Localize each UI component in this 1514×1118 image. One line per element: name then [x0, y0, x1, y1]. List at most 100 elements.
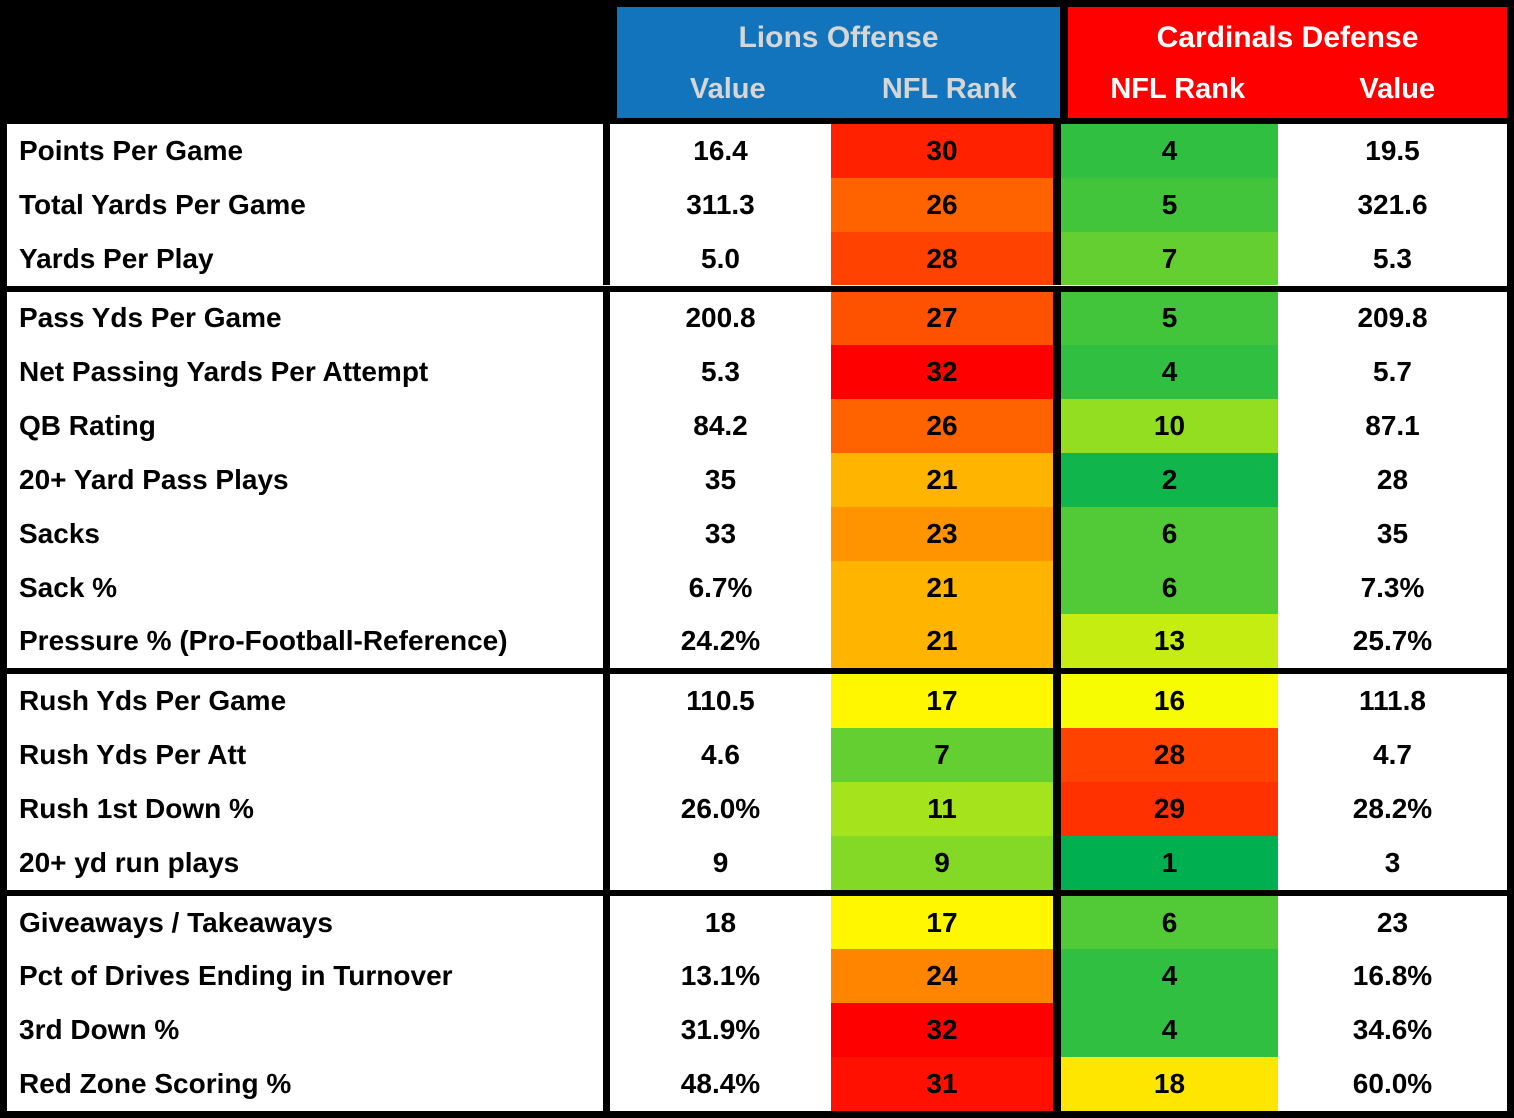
defense-value-cell: 7.3% [1278, 560, 1507, 615]
stat-group: Pass Yds Per Game 200.8 27 5 209.8 Net P… [7, 285, 1507, 669]
stat-group: Rush Yds Per Game 110.5 17 16 111.8 Rush… [7, 668, 1507, 890]
offense-subheader-rank: NFL Rank [881, 73, 1017, 105]
offense-rank-cell: 26 [831, 177, 1053, 232]
defense-value-cell: 3 [1278, 835, 1507, 890]
defense-value-cell: 35 [1278, 506, 1507, 561]
defense-value-cell: 111.8 [1278, 674, 1507, 729]
stat-label: 3rd Down % [7, 1003, 610, 1058]
row-divider [1053, 1003, 1061, 1058]
offense-rank-cell: 11 [831, 781, 1053, 836]
row-divider [1053, 674, 1061, 729]
stat-label: Points Per Game [7, 124, 610, 178]
stat-label: 20+ Yard Pass Plays [7, 452, 610, 507]
defense-value-cell: 25.7% [1278, 614, 1507, 669]
row-divider [1053, 399, 1061, 453]
stat-label: Pressure % (Pro-Football-Reference) [7, 614, 610, 669]
row-divider [1053, 614, 1061, 669]
defense-title: Cardinals Defense [1156, 21, 1419, 54]
offense-value-cell: 84.2 [610, 399, 831, 453]
row-divider [1053, 506, 1061, 561]
column-divider [1060, 7, 1068, 118]
defense-value-cell: 87.1 [1278, 399, 1507, 453]
table-row: Rush Yds Per Game 110.5 17 16 111.8 [7, 674, 1507, 729]
stat-label: Net Passing Yards Per Attempt [7, 345, 610, 400]
row-divider [1053, 231, 1061, 286]
defense-value-cell: 4.7 [1278, 728, 1507, 782]
table-row: Yards Per Play 5.0 28 7 5.3 [7, 231, 1507, 286]
stat-label: Rush Yds Per Att [7, 728, 610, 782]
table-row: Red Zone Scoring % 48.4% 31 18 60.0% [7, 1057, 1507, 1111]
row-divider [1053, 835, 1061, 890]
table-row: Giveaways / Takeaways 18 17 6 23 [7, 895, 1507, 950]
defense-rank-cell: 4 [1061, 1003, 1278, 1058]
offense-rank-cell: 27 [831, 291, 1053, 346]
row-divider [1053, 728, 1061, 782]
row-divider [1053, 781, 1061, 836]
defense-rank-cell: 29 [1061, 781, 1278, 836]
defense-rank-cell: 13 [1061, 614, 1278, 669]
offense-header: Lions Offense Value NFL Rank [617, 7, 1060, 118]
offense-value-cell: 16.4 [610, 124, 831, 178]
defense-rank-cell: 10 [1061, 399, 1278, 453]
offense-rank-cell: 7 [831, 728, 1053, 782]
defense-value-cell: 5.3 [1278, 231, 1507, 286]
defense-value-cell: 28.2% [1278, 781, 1507, 836]
defense-rank-cell: 6 [1061, 506, 1278, 561]
offense-subheader: Value NFL Rank [617, 69, 1060, 118]
defense-value-cell: 34.6% [1278, 1003, 1507, 1058]
stat-group: Points Per Game 16.4 30 4 19.5 Total Yar… [7, 118, 1507, 286]
offense-value-cell: 311.3 [610, 177, 831, 232]
offense-rank-cell: 32 [831, 1003, 1053, 1058]
offense-value-cell: 9 [610, 835, 831, 890]
offense-rank-cell: 9 [831, 835, 1053, 890]
table-row: Sacks 33 23 6 35 [7, 506, 1507, 561]
stat-label: Giveaways / Takeaways [7, 895, 610, 950]
offense-rank-cell: 24 [831, 949, 1053, 1004]
table-row: 3rd Down % 31.9% 32 4 34.6% [7, 1003, 1507, 1058]
stat-label: Yards Per Play [7, 231, 610, 286]
offense-rank-cell: 23 [831, 506, 1053, 561]
offense-value-cell: 6.7% [610, 560, 831, 615]
defense-header: Cardinals Defense NFL Rank Value [1068, 7, 1507, 118]
stat-label: Rush 1st Down % [7, 781, 610, 836]
defense-rank-cell: 6 [1061, 895, 1278, 950]
offense-value-cell: 200.8 [610, 291, 831, 346]
row-divider [1053, 895, 1061, 950]
defense-rank-cell: 18 [1061, 1057, 1278, 1111]
row-divider [1053, 177, 1061, 232]
stat-label: Sack % [7, 560, 610, 615]
offense-value-cell: 24.2% [610, 614, 831, 669]
offense-rank-cell: 17 [831, 674, 1053, 729]
defense-rank-cell: 28 [1061, 728, 1278, 782]
offense-value-cell: 33 [610, 506, 831, 561]
offense-value-cell: 35 [610, 452, 831, 507]
table-row: QB Rating 84.2 26 10 87.1 [7, 399, 1507, 453]
stat-label: Red Zone Scoring % [7, 1057, 610, 1111]
offense-value-cell: 13.1% [610, 949, 831, 1004]
offense-rank-cell: 26 [831, 399, 1053, 453]
offense-value-cell: 26.0% [610, 781, 831, 836]
table-row: Points Per Game 16.4 30 4 19.5 [7, 124, 1507, 178]
offense-value-cell: 5.3 [610, 345, 831, 400]
offense-value-cell: 18 [610, 895, 831, 950]
defense-value-cell: 23 [1278, 895, 1507, 950]
defense-value-cell: 19.5 [1278, 124, 1507, 178]
row-divider [1053, 345, 1061, 400]
offense-value-cell: 48.4% [610, 1057, 831, 1111]
defense-rank-cell: 6 [1061, 560, 1278, 615]
defense-rank-cell: 4 [1061, 124, 1278, 178]
stat-label: QB Rating [7, 399, 610, 453]
stat-group: Giveaways / Takeaways 18 17 6 23 Pct of … [7, 889, 1507, 1111]
defense-rank-cell: 7 [1061, 231, 1278, 286]
defense-value-cell: 60.0% [1278, 1057, 1507, 1111]
offense-rank-cell: 30 [831, 124, 1053, 178]
row-divider [1053, 452, 1061, 507]
offense-value-cell: 110.5 [610, 674, 831, 729]
table-row: Pct of Drives Ending in Turnover 13.1% 2… [7, 949, 1507, 1004]
stat-label: Pct of Drives Ending in Turnover [7, 949, 610, 1004]
table-row: Pressure % (Pro-Football-Reference) 24.2… [7, 614, 1507, 669]
stat-label: Total Yards Per Game [7, 177, 610, 232]
defense-subheader: NFL Rank Value [1068, 69, 1507, 118]
offense-rank-cell: 31 [831, 1057, 1053, 1111]
